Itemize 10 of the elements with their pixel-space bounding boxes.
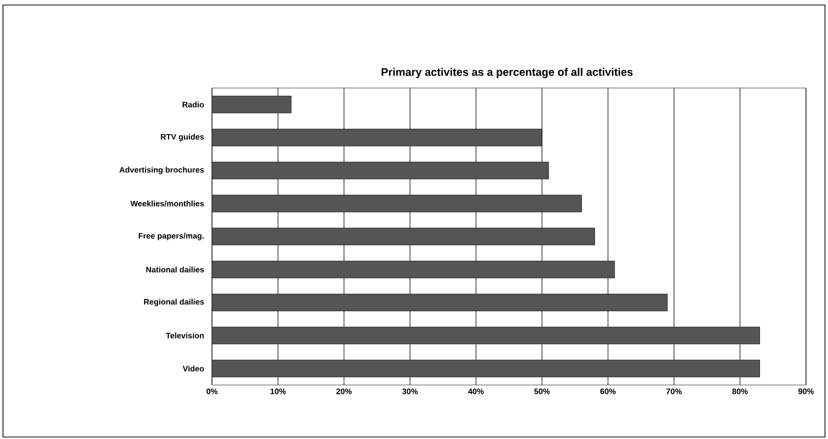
bar	[212, 128, 542, 146]
bar	[212, 194, 582, 212]
bar	[212, 260, 615, 278]
bar	[212, 162, 549, 180]
chart-title: Primary activites as a percentage of all activities	[382, 68, 633, 78]
bar	[212, 294, 668, 312]
bar	[212, 96, 292, 114]
bar	[212, 326, 760, 344]
bar	[212, 228, 595, 246]
bar	[212, 360, 760, 378]
